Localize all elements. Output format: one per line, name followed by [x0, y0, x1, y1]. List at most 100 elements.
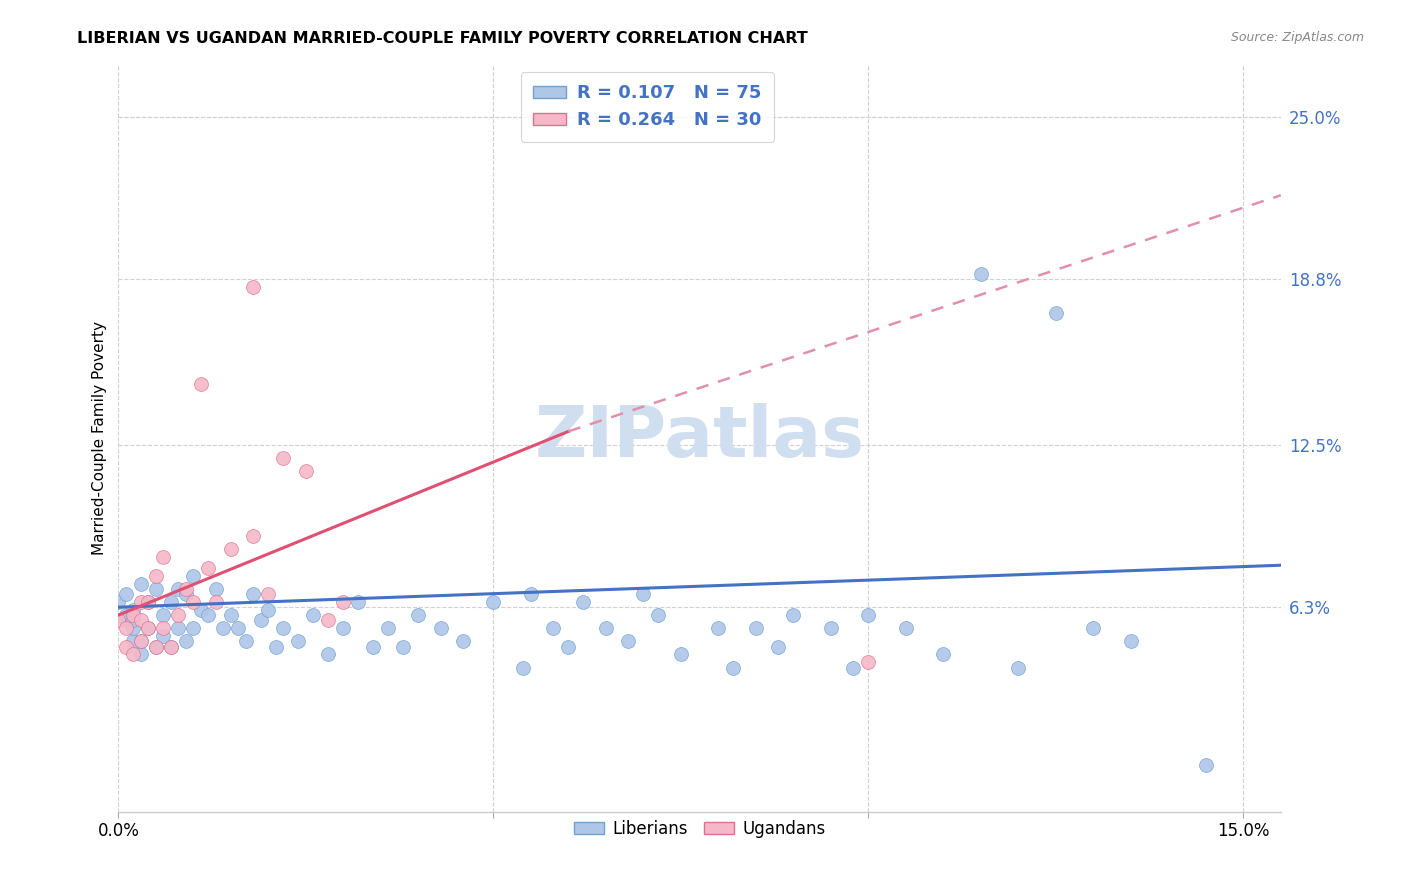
Point [820, 621, 842, 635]
Point [122, 608, 145, 623]
Point [768, 640, 790, 654]
Point [332, 621, 354, 635]
Point [167, 621, 190, 635]
Point [115, 621, 138, 635]
Point [745, 621, 768, 635]
Point [273, 621, 295, 635]
Point [152, 621, 174, 635]
Point [115, 613, 138, 627]
Point [633, 587, 655, 601]
Point [970, 267, 993, 281]
Point [235, 634, 257, 648]
Point [152, 550, 174, 565]
Point [115, 640, 138, 654]
Point [167, 608, 190, 623]
Point [129, 576, 152, 591]
Point [1007, 660, 1029, 674]
Point [242, 587, 264, 601]
Point [190, 377, 212, 392]
Point [408, 608, 430, 623]
Point [145, 640, 167, 654]
Point [242, 529, 264, 543]
Legend: Liberians, Ugandans: Liberians, Ugandans [567, 814, 832, 845]
Point [122, 603, 145, 617]
Point [242, 280, 264, 294]
Point [572, 595, 595, 609]
Point [430, 621, 453, 635]
Point [453, 634, 475, 648]
Point [782, 608, 804, 623]
Point [1045, 306, 1067, 320]
Point [264, 640, 287, 654]
Point [183, 568, 205, 582]
Point [842, 660, 865, 674]
Point [190, 603, 212, 617]
Point [122, 634, 145, 648]
Point [595, 621, 617, 635]
Point [107, 613, 129, 627]
Point [295, 464, 318, 478]
Point [392, 640, 415, 654]
Point [512, 660, 534, 674]
Point [174, 582, 197, 596]
Text: ZIPatlas: ZIPatlas [534, 403, 865, 473]
Point [723, 660, 745, 674]
Y-axis label: Married-Couple Family Poverty: Married-Couple Family Poverty [93, 321, 107, 555]
Point [228, 621, 250, 635]
Point [219, 542, 242, 557]
Point [138, 621, 160, 635]
Point [332, 595, 354, 609]
Point [377, 621, 399, 635]
Point [160, 640, 183, 654]
Point [138, 595, 160, 609]
Point [858, 656, 880, 670]
Point [145, 582, 167, 596]
Point [138, 595, 160, 609]
Point [1119, 634, 1142, 648]
Point [257, 587, 280, 601]
Point [205, 595, 228, 609]
Point [894, 621, 917, 635]
Point [145, 640, 167, 654]
Point [183, 595, 205, 609]
Point [197, 561, 219, 575]
Point [557, 640, 579, 654]
Point [617, 634, 640, 648]
Point [932, 648, 955, 662]
Point [647, 608, 669, 623]
Point [250, 613, 273, 627]
Point [183, 621, 205, 635]
Point [129, 634, 152, 648]
Point [107, 595, 129, 609]
Point [302, 608, 325, 623]
Point [138, 621, 160, 635]
Point [122, 648, 145, 662]
Point [160, 640, 183, 654]
Point [858, 608, 880, 623]
Point [287, 634, 309, 648]
Point [197, 608, 219, 623]
Point [669, 648, 692, 662]
Point [318, 648, 340, 662]
Point [129, 595, 152, 609]
Point [347, 595, 370, 609]
Point [167, 582, 190, 596]
Point [520, 587, 543, 601]
Point [129, 648, 152, 662]
Text: LIBERIAN VS UGANDAN MARRIED-COUPLE FAMILY POVERTY CORRELATION CHART: LIBERIAN VS UGANDAN MARRIED-COUPLE FAMIL… [77, 31, 808, 46]
Point [152, 629, 174, 643]
Point [543, 621, 565, 635]
Point [205, 582, 228, 596]
Point [174, 634, 197, 648]
Point [273, 450, 295, 465]
Point [174, 587, 197, 601]
Point [152, 608, 174, 623]
Point [482, 595, 505, 609]
Point [363, 640, 385, 654]
Point [1083, 621, 1105, 635]
Point [129, 634, 152, 648]
Point [122, 621, 145, 635]
Point [219, 608, 242, 623]
Point [115, 608, 138, 623]
Point [257, 603, 280, 617]
